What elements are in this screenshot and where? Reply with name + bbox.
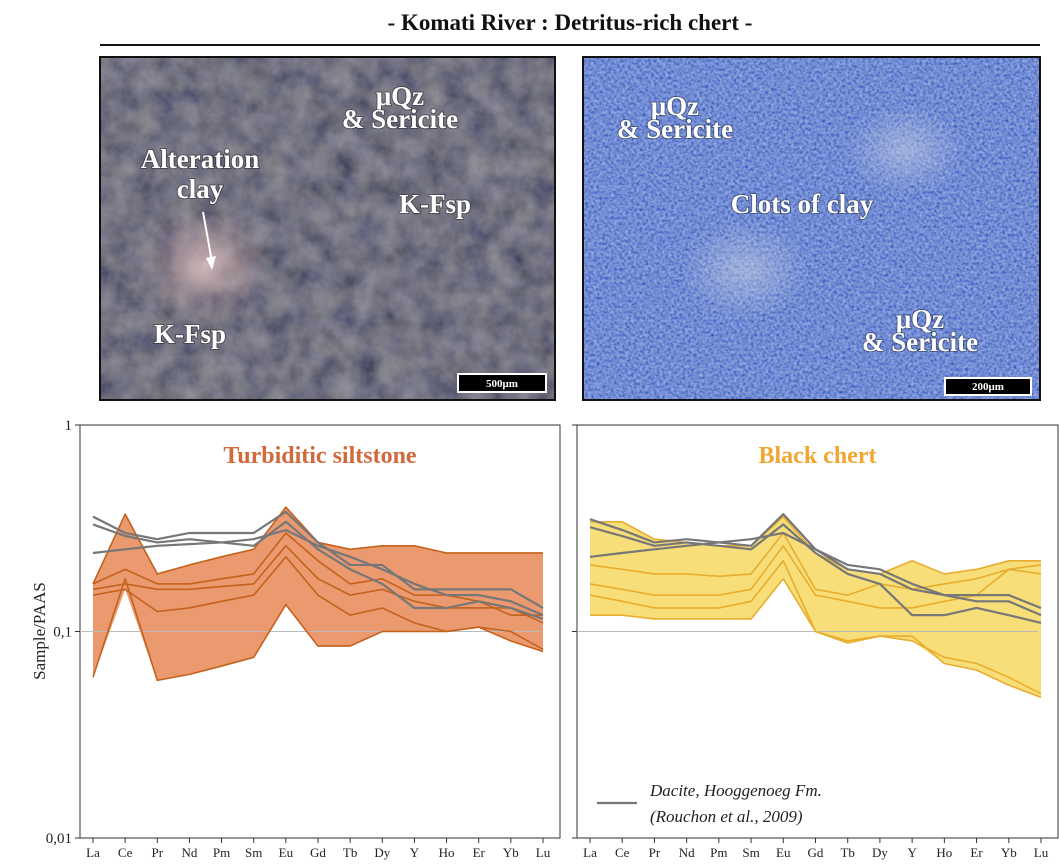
reference-series [92, 510, 544, 609]
photo-right: μQz & Sericite Clots of clay μQz & Seric… [582, 56, 1041, 401]
envelope [93, 507, 543, 681]
x-tick-label: Er [473, 845, 486, 860]
photo-texture [583, 57, 1040, 400]
scale-label: 500μm [486, 378, 518, 390]
x-tick-label: Pm [213, 845, 230, 860]
x-tick-label: Ce [118, 845, 133, 860]
series-line [589, 545, 1042, 609]
photo-label: K-Fsp [399, 189, 471, 219]
x-tick-label: Y [410, 845, 420, 860]
photo-arrowhead [206, 256, 216, 270]
x-tick-label: Gd [808, 845, 824, 860]
chart-title: Turbiditic siltstone [223, 443, 416, 469]
photo-label: Alteration [141, 144, 259, 174]
x-tick-label: Nd [181, 845, 197, 860]
photo-label: Clots of clay [731, 189, 874, 219]
x-tick-label: Dy [374, 845, 390, 860]
x-tick-label: La [86, 845, 100, 860]
series-line [589, 559, 1042, 695]
reference-series [589, 531, 1042, 617]
y-tick-label: 1 [65, 418, 73, 434]
x-tick-label: Gd [310, 845, 326, 860]
y-tick-label: 0,01 [46, 831, 72, 847]
series-line [589, 532, 1042, 596]
photo-frame [582, 56, 1041, 401]
series-line [92, 545, 544, 624]
x-tick-label: Er [970, 845, 983, 860]
x-tick-label: Pr [649, 845, 661, 860]
y-tick-label: 0,1 [53, 625, 72, 641]
photo-frame [99, 56, 556, 401]
scale-bar [457, 373, 547, 393]
x-tick-label: Yb [1001, 845, 1017, 860]
x-tick-label: Tb [343, 845, 357, 860]
x-tick-label: Ho [439, 845, 455, 860]
chart-title: Black chert [759, 443, 877, 469]
photo-label: clay [177, 174, 224, 204]
photo-label: μQz [651, 91, 699, 121]
photo-label: μQz [376, 81, 424, 111]
x-tick-label: Eu [776, 845, 791, 860]
legend-label: Dacite, Hooggenoeg Fm. [649, 781, 822, 800]
x-tick-label: Yb [503, 845, 519, 860]
x-tick-label: Dy [872, 845, 888, 860]
reference-series [92, 520, 544, 621]
reference-series [589, 523, 1042, 625]
scale-bar [944, 377, 1032, 396]
x-tick-label: Tb [840, 845, 854, 860]
photo-label: & Sericite [617, 114, 733, 144]
x-tick-label: Sm [742, 845, 759, 860]
photo-left: μQz & Sericite Alteration clay K-Fsp K-F… [99, 56, 556, 401]
x-tick-label: Lu [1034, 845, 1049, 860]
x-tick-label: Nd [679, 845, 695, 860]
series-line [92, 556, 544, 650]
legend-label: (Rouchon et al., 2009) [650, 807, 803, 826]
reference-series [92, 528, 544, 617]
x-tick-label: Pm [710, 845, 727, 860]
figure-title: - Komati River : Detritus-rich chert - [388, 10, 753, 35]
photo-clot [680, 220, 810, 320]
x-tick-label: Sm [245, 845, 262, 860]
envelope [590, 516, 1041, 698]
series-line [92, 532, 543, 616]
x-tick-label: Y [907, 845, 917, 860]
y-axis-label: Sample/PAAS [30, 582, 49, 680]
x-tick-label: Ce [615, 845, 630, 860]
photo-grain [140, 205, 270, 325]
photo-arrow [202, 211, 213, 263]
chart: La Ce Pr Nd Pm Sm Eu Gd Tb Dy Y Ho Er Yb Lu Black chert… [572, 424, 1059, 860]
x-tick-label: Pr [152, 845, 164, 860]
x-tick-label: Eu [279, 845, 294, 860]
x-tick-label: La [583, 845, 597, 860]
photo-clot [845, 105, 965, 195]
photo-label: & Sericite [862, 327, 978, 357]
chart: 0,01 0,1 1 La Ce Pr Nd Pm Sm Eu Gd Tb Dy Y Ho Er Yb Lu Tur… [46, 418, 561, 860]
scale-label: 200μm [972, 381, 1004, 393]
photo-label: μQz [896, 304, 944, 334]
x-tick-label: Lu [536, 845, 551, 860]
photo-label: K-Fsp [154, 319, 226, 349]
photo-label: & Sericite [342, 104, 458, 134]
x-tick-label: Ho [936, 845, 952, 860]
